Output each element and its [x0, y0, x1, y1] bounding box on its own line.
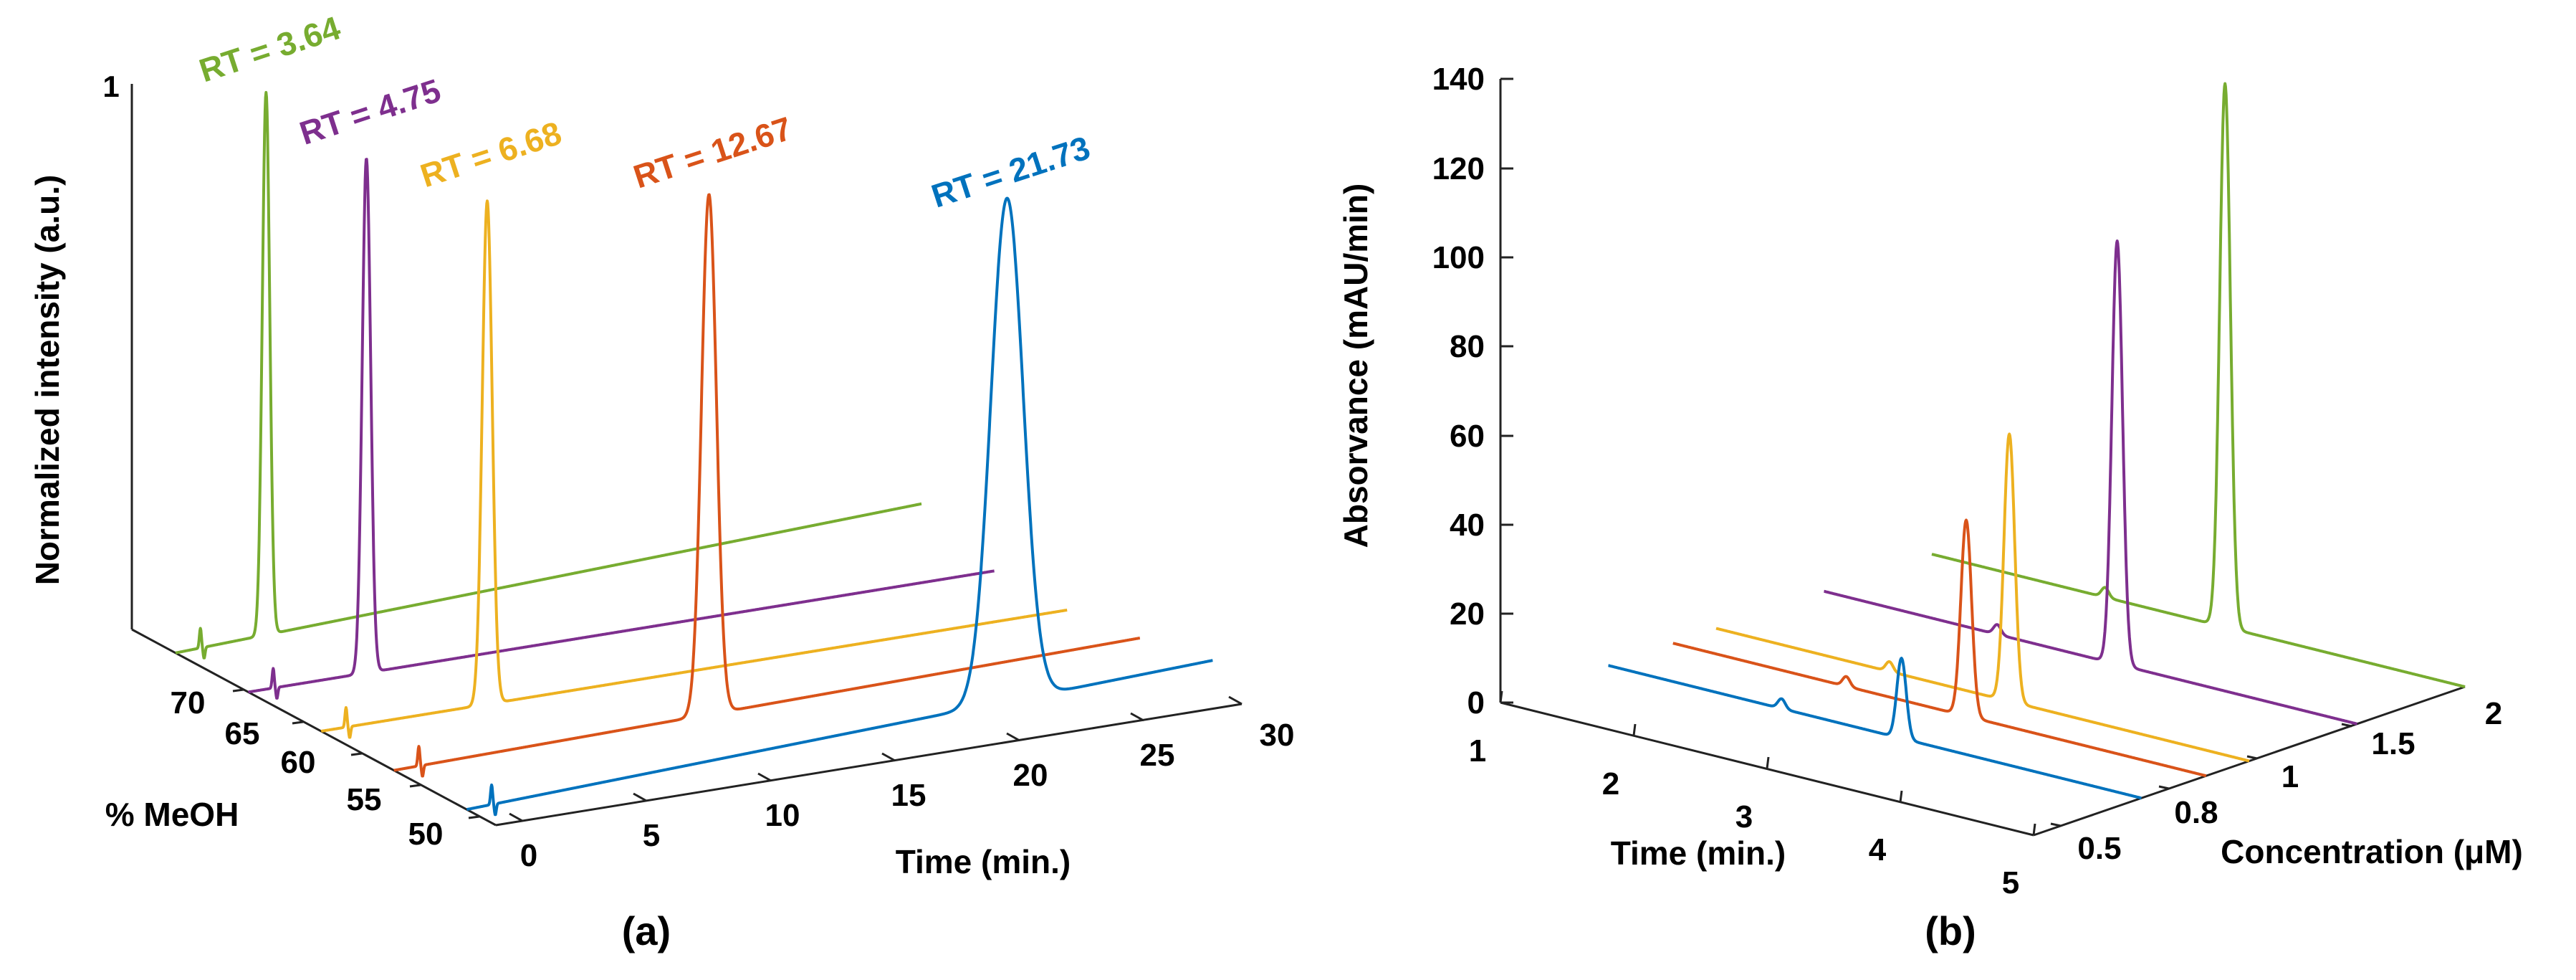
- panel-b-x-ticks: 1 2 3 4 5: [1469, 690, 2036, 900]
- panel-b-z-tick-label: 20: [1450, 596, 1485, 632]
- panel-a-y-tick-mark: [292, 720, 304, 725]
- panel-b-x-axis-label: Time (min.): [1611, 834, 1786, 872]
- panel-a-x-tick-mark: [509, 812, 523, 822]
- panel-a-x-axis-label: Time (min.): [896, 843, 1071, 880]
- panel-a-y-tick-label: 50: [408, 817, 444, 852]
- panel-a-series-line: [393, 193, 1141, 778]
- panel-a-x-tick-label: 20: [1013, 758, 1048, 793]
- panel-b-y-ticks: 0.5 0.8 1 1.5 2: [2050, 683, 2502, 866]
- panel-a-z-axis-label: Normalized intensity (a.u.): [29, 175, 66, 586]
- panel-b-series-line: [1715, 432, 2251, 763]
- panel-a-series-line: [247, 158, 995, 700]
- panel-a-x-tick-mark: [757, 772, 772, 782]
- panel-a-y-tick-mark: [468, 815, 480, 819]
- panel-b-y-tick-mark: [2050, 822, 2062, 827]
- panel-b-x-tick-mark: [1632, 723, 1637, 736]
- panel-a-y-axis: [131, 628, 497, 827]
- panel-a-z-tick-1: 1: [102, 70, 119, 103]
- panel-b-y-axis-label: Concentration (μM): [2221, 833, 2523, 870]
- panel-b-x-tick-label: 4: [1869, 832, 1887, 867]
- panel-a-series-line: [466, 196, 1214, 817]
- panel-b-y-tick-label: 2: [2485, 696, 2502, 731]
- panel-b-z-tick-label: 80: [1450, 329, 1485, 364]
- panel-a-y-ticks: 50 55 60 65 70: [171, 685, 480, 852]
- panel-b-x-tick-label: 3: [1735, 799, 1753, 834]
- panel-a-y-tick-mark: [350, 752, 363, 756]
- panel-a-x-tick-label: 25: [1140, 738, 1175, 773]
- panel-a-x-tick-mark: [1006, 732, 1020, 742]
- panel-a: 1 0 5 10 15 20 25 30 50 55 60: [29, 9, 1294, 953]
- panel-a-x-tick-label: 30: [1260, 718, 1295, 753]
- panel-b-z-tick-label: 60: [1450, 419, 1485, 454]
- panel-a-x-tick-label: 5: [643, 818, 660, 853]
- panel-a-series-line: [174, 90, 923, 660]
- panel-b-series-line: [1607, 657, 2142, 800]
- panel-a-y-tick-label: 60: [281, 745, 316, 780]
- panel-b-z-tick-label: 0: [1467, 685, 1485, 720]
- panel-b-series-line: [1672, 518, 2208, 778]
- panel-a-x-tick-mark: [1130, 712, 1144, 722]
- panel-a-x-tick-mark: [881, 752, 896, 762]
- panel-b-x-tick-label: 1: [1469, 733, 1486, 769]
- panel-b-z-ticks: 0 20 40 60 80 100 120 140: [1432, 62, 1513, 720]
- panel-b-series-line: [1823, 239, 2358, 726]
- panel-b-y-tick-mark: [2246, 755, 2258, 760]
- panel-a-x-ticks: 0 5 10 15 20 25 30: [509, 695, 1295, 873]
- panel-a-x-tick-mark: [633, 792, 647, 802]
- panel-a-label: (a): [622, 908, 671, 953]
- panel-b-y-tick-label: 1: [2281, 759, 2299, 794]
- panel-b-x-tick-mark: [1899, 790, 1903, 803]
- panel-b-y-tick-mark: [2158, 785, 2170, 790]
- panel-b-y-tick-label: 0.8: [2174, 795, 2218, 830]
- panel-b-x-tick-label: 2: [1602, 766, 1619, 801]
- panel-a-x-tick-label: 10: [765, 798, 800, 833]
- panel-b-y-tick-label: 1.5: [2371, 726, 2415, 761]
- panel-b-x-tick-mark: [1499, 690, 1503, 703]
- panel-b-z-tick-label: 100: [1432, 240, 1485, 275]
- panel-b-z-tick-label: 140: [1432, 62, 1485, 97]
- panel-b-series: [1607, 82, 2466, 800]
- panel-b-y-tick-mark: [2341, 723, 2352, 728]
- panel-a-y-tick-label: 70: [171, 685, 206, 720]
- panel-a-x-tick-label: 0: [520, 838, 537, 873]
- panel-a-series-line: [320, 199, 1068, 739]
- panel-a-y-tick-label: 65: [225, 716, 260, 751]
- panel-a-y-axis-label: % MeOH: [105, 796, 239, 833]
- panel-b-x-tick-mark: [1766, 756, 1770, 769]
- panel-b-x-tick-label: 5: [2002, 865, 2019, 900]
- panel-b: 0 20 40 60 80 100 120 140 1 2 3 4 5: [1337, 62, 2523, 953]
- panel-a-y-tick-mark: [232, 688, 244, 693]
- panel-b-x-tick-mark: [2032, 823, 2036, 836]
- panel-b-x-axis: [1500, 701, 2034, 837]
- panel-a-y-tick-label: 55: [347, 782, 382, 817]
- panel-a-x-axis: [495, 703, 1242, 827]
- panel-b-y-tick-label: 0.5: [2077, 831, 2121, 866]
- panel-a-x-tick-mark: [1228, 695, 1242, 705]
- panel-b-z-tick-label: 120: [1432, 151, 1485, 186]
- panel-b-label: (b): [1925, 908, 1976, 953]
- panel-b-z-tick-label: 40: [1450, 508, 1485, 543]
- panel-b-series-line: [1930, 82, 2466, 688]
- panel-b-z-axis-label: Absorvance (mAU/min): [1337, 184, 1374, 548]
- panel-a-y-tick-mark: [409, 784, 421, 788]
- panel-a-x-tick-label: 15: [891, 778, 927, 813]
